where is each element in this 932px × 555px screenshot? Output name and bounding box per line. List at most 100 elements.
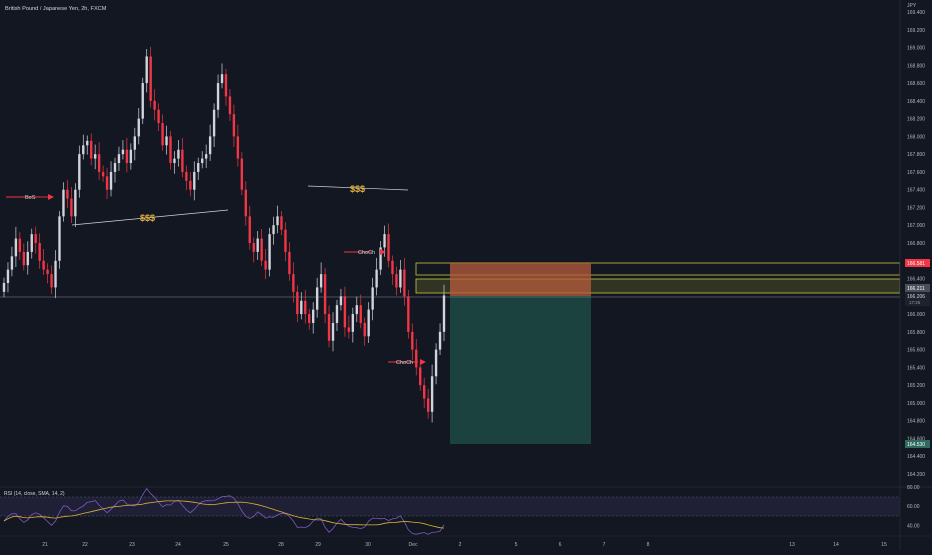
price-tick-label: 166.800 bbox=[907, 241, 925, 247]
candle bbox=[375, 257, 378, 296]
rsi-ticks: 80.00 60.00 40.00 bbox=[907, 485, 920, 529]
price-tick-label: 169.000 bbox=[907, 46, 925, 52]
candles bbox=[2, 46, 446, 423]
candle bbox=[117, 146, 121, 172]
candle bbox=[137, 107, 140, 145]
candle bbox=[264, 249, 267, 279]
candle bbox=[331, 312, 335, 352]
candle bbox=[280, 211, 283, 236]
candle bbox=[97, 142, 101, 180]
time-axis[interactable]: 21 22 23 24 25 28 29 30 Dec 2 5 6 7 8 13 14 15 bbox=[42, 542, 887, 548]
candle bbox=[153, 89, 156, 121]
candle bbox=[74, 183, 77, 228]
candle bbox=[434, 343, 438, 385]
price-tick-label: 166.000 bbox=[907, 312, 925, 318]
candle bbox=[430, 364, 434, 423]
candle bbox=[193, 161, 196, 201]
candle bbox=[185, 165, 188, 191]
svg-text:164.530: 164.530 bbox=[907, 442, 925, 448]
price-tick-label: 165.600 bbox=[907, 348, 925, 354]
candle bbox=[26, 241, 29, 275]
candle bbox=[244, 181, 247, 226]
candle bbox=[30, 228, 33, 259]
rsi-tick-label: 40.00 bbox=[907, 523, 920, 529]
candle bbox=[113, 157, 117, 183]
price-tick-label: 164.600 bbox=[907, 436, 925, 442]
time-tick-label: 30 bbox=[365, 542, 371, 548]
candle bbox=[442, 284, 446, 342]
candle bbox=[208, 124, 212, 161]
candle bbox=[86, 135, 89, 155]
candle bbox=[165, 125, 168, 155]
liquidity-high-label: $$$ bbox=[350, 184, 365, 194]
rsi-tick-label: 80.00 bbox=[907, 485, 920, 491]
candle bbox=[256, 231, 259, 260]
candle bbox=[224, 68, 228, 106]
candle bbox=[109, 161, 113, 197]
rsi-sma-line bbox=[3, 500, 445, 529]
candle bbox=[62, 182, 65, 222]
price-tick-label: 165.200 bbox=[907, 383, 925, 389]
price-axis[interactable] bbox=[900, 0, 932, 550]
price-tick-label: 168.200 bbox=[907, 117, 925, 123]
candle bbox=[177, 140, 180, 167]
candle bbox=[347, 315, 351, 339]
candle bbox=[54, 250, 57, 299]
price-tick-label: 169.200 bbox=[907, 28, 925, 34]
candle bbox=[212, 103, 216, 148]
candle bbox=[125, 137, 129, 173]
candle bbox=[387, 223, 390, 268]
svg-text:166.206: 166.206 bbox=[907, 294, 925, 300]
candle bbox=[292, 262, 295, 303]
stop-loss-zone[interactable] bbox=[450, 263, 591, 296]
candle bbox=[38, 233, 41, 269]
candle bbox=[351, 307, 355, 343]
price-tick-label: 168.000 bbox=[907, 134, 925, 140]
annotation-liquidity-low: $$$ bbox=[71, 209, 229, 226]
take-profit-zone[interactable] bbox=[450, 296, 591, 444]
time-tick-label: 8 bbox=[647, 542, 650, 548]
price-tick-label: 166.400 bbox=[907, 277, 925, 283]
liquidity-low-label: $$$ bbox=[140, 213, 155, 223]
time-tick-label: 22 bbox=[82, 542, 88, 548]
candle bbox=[304, 290, 307, 324]
price-tick-label: 167.400 bbox=[907, 188, 925, 194]
candle bbox=[312, 302, 315, 334]
candle bbox=[426, 388, 430, 419]
price-tick-label: 164.200 bbox=[907, 472, 925, 478]
rsi-lines bbox=[3, 487, 445, 535]
rsi-tick-label: 60.00 bbox=[907, 504, 920, 510]
choch-upper-label: ChoCh bbox=[358, 250, 375, 256]
candle bbox=[327, 305, 331, 348]
price-tick-label: 165.400 bbox=[907, 365, 925, 371]
candle bbox=[78, 145, 81, 198]
candle bbox=[82, 134, 85, 160]
candle bbox=[240, 152, 244, 196]
candle bbox=[42, 249, 45, 275]
time-tick-label: Dec bbox=[409, 542, 418, 548]
candle bbox=[284, 222, 287, 262]
candle bbox=[268, 227, 271, 277]
choch-lower-label: ChoCh bbox=[396, 360, 413, 366]
candle bbox=[422, 377, 426, 408]
candle bbox=[14, 226, 18, 267]
candle bbox=[10, 246, 14, 277]
rsi-label: RSI (14, close, SMA, 14, 2) bbox=[4, 491, 65, 497]
badge-stop: 166.581 bbox=[905, 259, 930, 267]
candle bbox=[419, 362, 422, 391]
currency-label: JPY bbox=[907, 3, 917, 9]
time-tick-label: 29 bbox=[315, 542, 321, 548]
candle bbox=[50, 265, 53, 295]
candle bbox=[260, 228, 263, 267]
price-tick-label: 169.400 bbox=[907, 10, 925, 16]
candle bbox=[145, 48, 148, 93]
candle bbox=[105, 167, 109, 200]
time-tick-label: 5 bbox=[515, 542, 518, 548]
bos-label: BoS bbox=[25, 195, 36, 201]
candle bbox=[395, 266, 398, 296]
badge-last-price: 166.206 17:25 bbox=[905, 292, 930, 306]
candle bbox=[121, 140, 125, 160]
time-tick-label: 14 bbox=[833, 542, 839, 548]
